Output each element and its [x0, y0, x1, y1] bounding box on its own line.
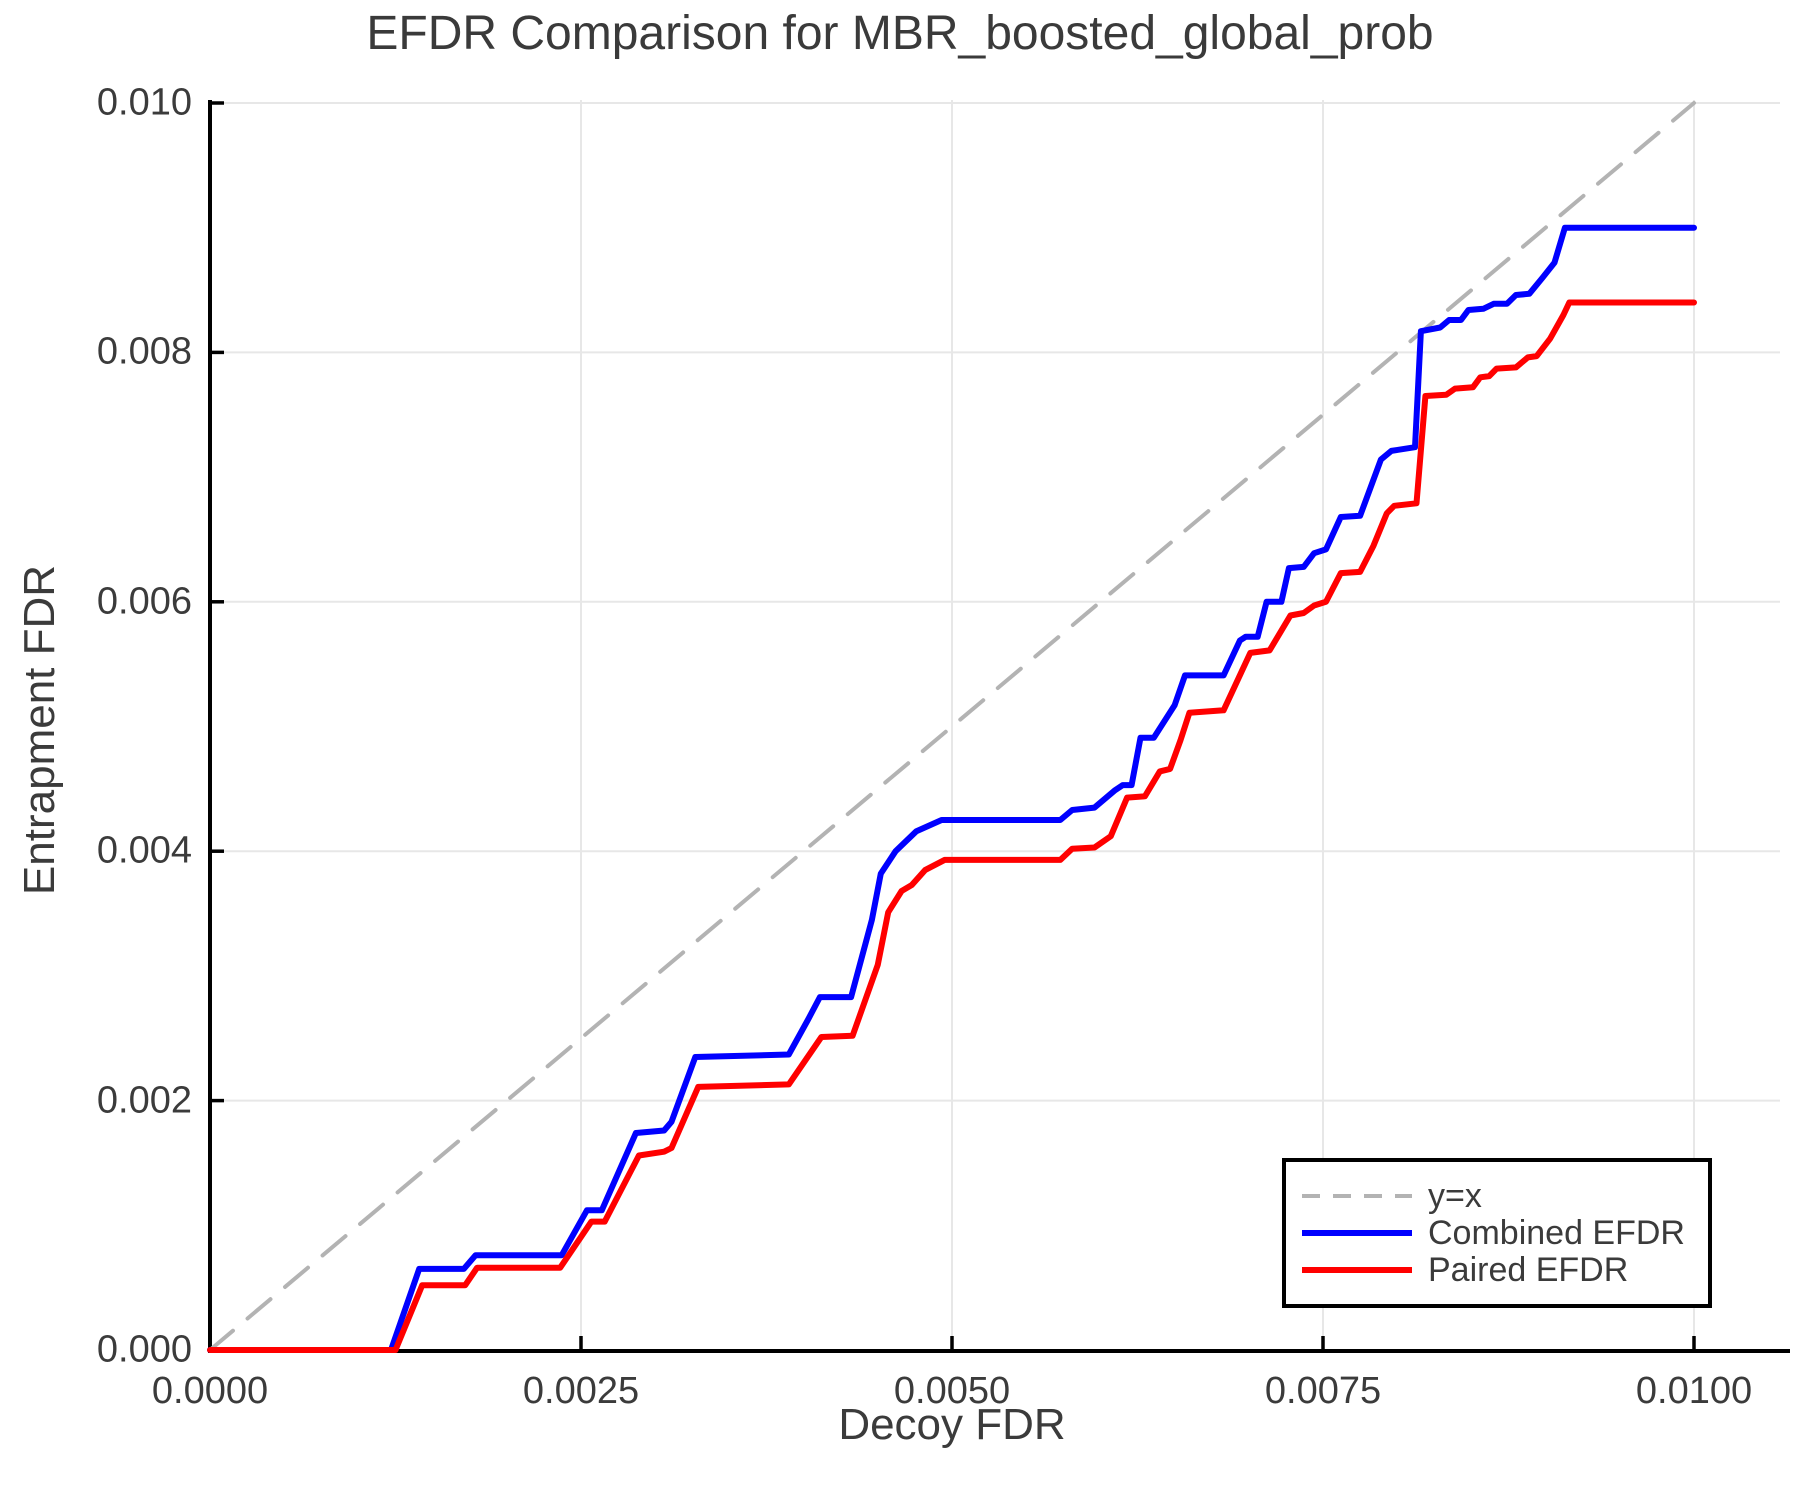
x-tick-label: 0.0050	[893, 1370, 1011, 1412]
y-tick-label: 0.008	[96, 330, 192, 373]
legend-entry-paired-efdr: Paired EFDR	[1302, 1252, 1708, 1289]
x-axis-label: Decoy FDR	[838, 1400, 1066, 1449]
y-tick-label: 0.004	[96, 829, 192, 872]
series-line-combined-efdr	[207, 224, 1697, 1353]
x-tick-label: 0.0025	[522, 1370, 640, 1412]
x-tick-label: 0.0075	[1264, 1370, 1382, 1412]
legend-label-yx: y=x	[1428, 1177, 1482, 1215]
series-line-paired-efdr	[207, 299, 1697, 1353]
y-tick-label: 0.010	[96, 81, 192, 124]
x-tick-label: 0.0100	[1635, 1370, 1753, 1412]
legend-entry-combined-efdr: Combined EFDR	[1302, 1215, 1708, 1252]
x-tick-labels: 0.0000 0.0025 0.0050 0.0075 0.0100	[0, 1370, 1800, 1420]
legend-entry-yx: y=x	[1302, 1178, 1708, 1215]
y-tick-label: 0.006	[96, 580, 192, 623]
legend-red-line-sample	[1302, 1267, 1412, 1273]
chart-title: EFDR Comparison for MBR_boosted_global_p…	[366, 7, 1434, 60]
legend-label-combined-efdr: Combined EFDR	[1428, 1214, 1685, 1252]
legend-dashed-line-sample	[1302, 1194, 1412, 1198]
series-line-y-x	[208, 101, 1696, 1352]
y-tick-labels: 0.000 0.002 0.004 0.006 0.008 0.010	[0, 0, 192, 1500]
y-tick-label: 0.000	[96, 1328, 192, 1371]
y-tick-label: 0.002	[96, 1079, 192, 1122]
legend-label-paired-efdr: Paired EFDR	[1428, 1251, 1629, 1289]
x-tick-label: 0.0000	[151, 1370, 269, 1412]
legend-blue-line-sample	[1302, 1230, 1412, 1236]
legend: y=x Combined EFDR Paired EFDR	[1282, 1158, 1712, 1308]
